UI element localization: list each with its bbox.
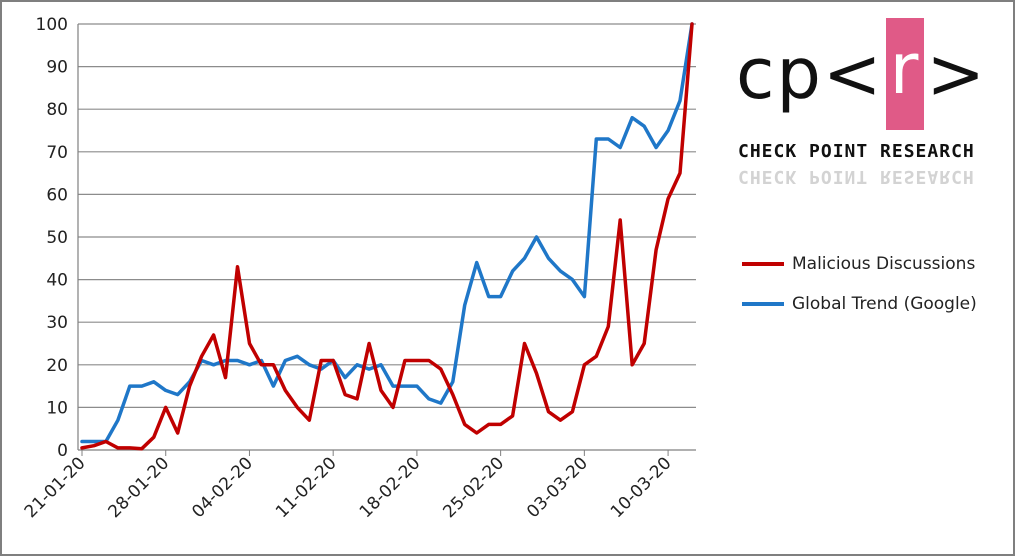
- logo-text-reflection: CHECK POINT RESEARCH: [738, 166, 975, 187]
- legend-item-global-trend: Global Trend (Google): [742, 284, 977, 324]
- y-tick-label: 10: [46, 398, 68, 418]
- y-tick-label: 50: [46, 228, 68, 248]
- x-tick-label: 25-02-20: [439, 453, 508, 522]
- x-tick-label: 11-02-20: [272, 453, 341, 522]
- x-tick-label: 28-01-20: [105, 453, 174, 522]
- x-tick-label: 04-02-20: [188, 453, 257, 522]
- x-tick-label: 10-03-20: [607, 453, 676, 522]
- check-point-research-logo: cp< r > CHECK POINT RESEARCH CHECK POINT R…: [722, 18, 994, 200]
- y-tick-label: 0: [57, 441, 68, 461]
- legend-item-malicious: Malicious Discussions: [742, 244, 977, 284]
- legend-swatch-malicious: [742, 262, 784, 266]
- y-tick-label: 30: [46, 313, 68, 333]
- y-tick-label: 80: [46, 100, 68, 120]
- chart-legend: Malicious Discussions Global Trend (Goog…: [742, 244, 977, 324]
- legend-label-global-trend: Global Trend (Google): [792, 294, 977, 314]
- y-tick-label: 100: [36, 15, 68, 35]
- series-line-malicious-discussions: [80, 22, 694, 451]
- x-tick-label: 18-02-20: [356, 453, 425, 522]
- logo-text: CHECK POINT RESEARCH: [738, 141, 975, 162]
- y-tick-label: 40: [46, 271, 68, 291]
- legend-swatch-global-trend: [742, 302, 784, 306]
- y-tick-label: 60: [46, 185, 68, 205]
- logo-mark: cp< r >: [736, 18, 987, 130]
- y-tick-label: 20: [46, 356, 68, 376]
- legend-label-malicious: Malicious Discussions: [792, 254, 976, 274]
- series-line-global-trend: [80, 22, 694, 444]
- x-tick-label: 03-03-20: [523, 453, 592, 522]
- y-tick-label: 90: [46, 58, 68, 78]
- y-tick-label: 70: [46, 143, 68, 163]
- x-tick-label: 21-01-20: [21, 453, 90, 522]
